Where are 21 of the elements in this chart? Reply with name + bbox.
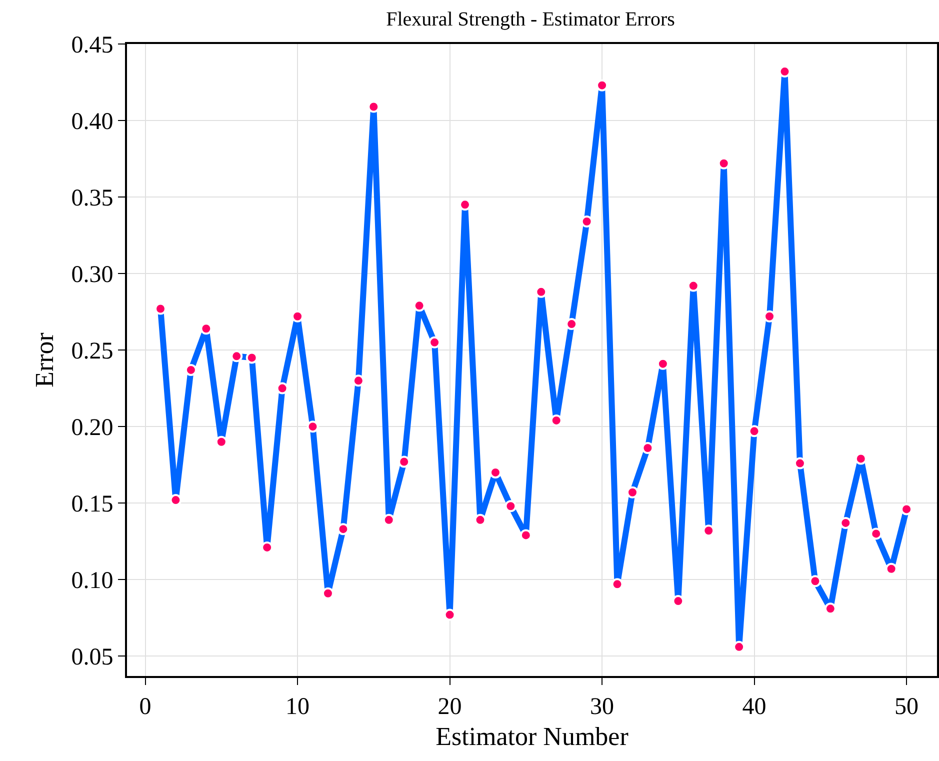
x-axis-title: Estimator Number xyxy=(436,722,629,751)
y-tick-label: 0.45 xyxy=(71,32,114,58)
y-tick-label: 0.35 xyxy=(71,185,114,212)
point xyxy=(504,500,517,512)
y-tick-label: 0.40 xyxy=(71,108,114,135)
x-tick-label: 30 xyxy=(590,694,614,720)
y-tick-label: 0.10 xyxy=(71,568,114,594)
y-axis-title: Error xyxy=(30,332,60,388)
chart-title: Flexural Strength - Estimator Errors xyxy=(386,8,676,30)
y-tick-label: 0.05 xyxy=(71,644,114,671)
y-tick-label: 0.25 xyxy=(71,338,114,364)
y-tick-label: 0.20 xyxy=(71,414,114,441)
x-tick-label: 20 xyxy=(438,694,462,720)
y-tick-label: 0.15 xyxy=(71,491,114,518)
point xyxy=(306,420,319,433)
x-tick-label: 0 xyxy=(139,694,152,720)
x-tick-label: 50 xyxy=(894,694,919,720)
y-tick-label: 0.30 xyxy=(71,262,114,288)
point xyxy=(809,575,822,588)
x-tick-label: 10 xyxy=(286,694,310,720)
x-tick-label: 40 xyxy=(742,694,766,720)
